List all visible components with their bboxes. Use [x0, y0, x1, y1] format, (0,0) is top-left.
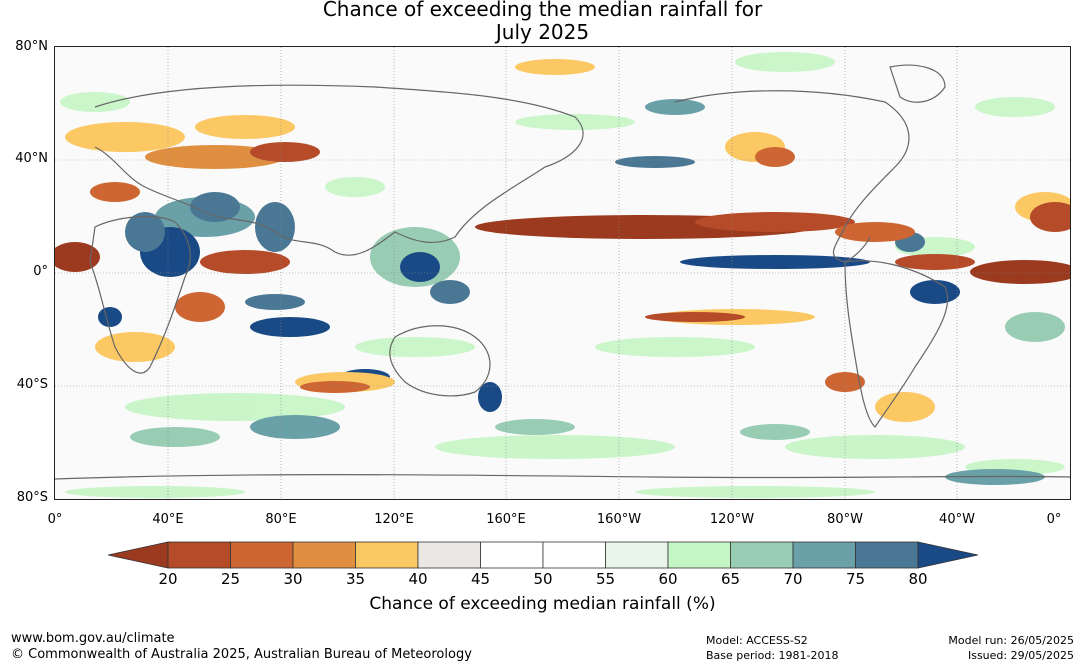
- map-canvas: [55, 47, 1070, 499]
- lat-label-40n: 40°N: [15, 151, 48, 166]
- title-line-1: Chance of exceeding the median rainfall …: [322, 0, 763, 21]
- rainfall-map: [54, 46, 1071, 500]
- colorbar-tick-label: 70: [783, 570, 803, 588]
- footer-copyright: © Commonwealth of Australia 2025, Austra…: [11, 647, 472, 662]
- colorbar-tick-label: 75: [845, 570, 866, 588]
- graticule: [55, 47, 1070, 499]
- footer-base-period: Base period: 1981-2018: [706, 649, 839, 662]
- lon-label-80e: 80°E: [265, 512, 297, 527]
- footer-left: www.bom.gov.au/climate © Commonwealth of…: [11, 631, 472, 663]
- colorbar-extend-high: [917, 541, 978, 569]
- colorbar-tick-label: 35: [345, 570, 366, 588]
- lat-label-80s: 80°S: [16, 490, 48, 505]
- colorbar-cell: [292, 541, 356, 569]
- footer-issued: Issued: 29/05/2025: [967, 649, 1074, 662]
- colorbar-cell: [480, 541, 544, 569]
- colorbar-title: Chance of exceeding median rainfall (%): [369, 594, 716, 614]
- colorbar-tick-label: 25: [220, 570, 241, 588]
- lat-label-equator: 0°: [33, 264, 48, 279]
- colorbar-cell: [855, 541, 919, 569]
- colorbar-tick-label: 60: [658, 570, 678, 588]
- light-green-areas: [60, 52, 1065, 498]
- colorbar-cell: [230, 541, 294, 569]
- blue-areas: [98, 156, 960, 412]
- colorbar-cell: [167, 541, 231, 569]
- lat-label-40s: 40°S: [16, 377, 48, 392]
- colorbar-cell: [792, 541, 856, 569]
- colorbar-tick-label: 30: [283, 570, 303, 588]
- footer-model-info: Model: ACCESS-S2 Base period: 1981-2018: [706, 633, 838, 663]
- chart-title: Chance of exceeding the median rainfall …: [0, 0, 1085, 44]
- lon-label-0: 0°: [47, 512, 63, 527]
- footer-model-run: Model run: 26/05/2025: [948, 634, 1074, 647]
- brown-areas: [55, 142, 1070, 393]
- colorbar-cell: [730, 541, 794, 569]
- colorbar: [108, 541, 978, 569]
- coastlines: [55, 64, 1070, 480]
- colorbar-tick-label: 45: [470, 570, 491, 588]
- lon-label-120e: 120°E: [374, 512, 414, 527]
- colorbar-cell: [667, 541, 731, 569]
- colorbar-extend-low: [108, 541, 169, 569]
- footer-url: www.bom.gov.au/climate: [11, 631, 175, 646]
- lon-label-0-right: 0°: [1046, 512, 1062, 527]
- colorbar-tick-label: 50: [533, 570, 553, 588]
- colorbar-tick-label: 55: [595, 570, 616, 588]
- colorbar-cell: [417, 541, 481, 569]
- lon-label-160e: 160°E: [486, 512, 526, 527]
- colorbar-cell: [605, 541, 669, 569]
- lon-label-40e: 40°E: [152, 512, 184, 527]
- colorbar-cell: [542, 541, 606, 569]
- footer-model: Model: ACCESS-S2: [706, 634, 808, 647]
- colorbar-tick-label: 40: [408, 570, 428, 588]
- lon-label-120w: 120°W: [709, 512, 755, 527]
- colorbar-tick-label: 20: [158, 570, 178, 588]
- lon-label-40w: 40°W: [939, 512, 975, 527]
- colorbar-cell: [355, 541, 419, 569]
- title-line-2: July 2025: [495, 20, 590, 44]
- colorbar-cells: [108, 541, 978, 569]
- lon-label-160w: 160°W: [596, 512, 642, 527]
- lon-label-80w: 80°W: [827, 512, 863, 527]
- footer-run-info: Model run: 26/05/2025 Issued: 29/05/2025: [948, 633, 1074, 663]
- colorbar-tick-label: 80: [908, 570, 928, 588]
- lat-label-80n: 80°N: [15, 39, 48, 54]
- colorbar-tick-label: 65: [720, 570, 741, 588]
